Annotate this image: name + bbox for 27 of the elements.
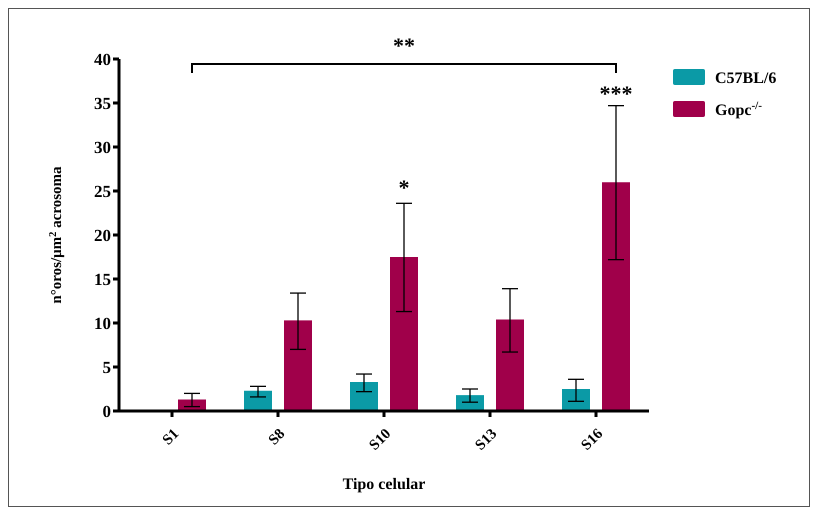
x-tick-label: S1 <box>160 426 182 448</box>
x-tick-label: S10 <box>366 426 394 454</box>
x-tick-label: S16 <box>578 426 607 454</box>
y-tick-label: 30 <box>94 138 111 158</box>
text: ** <box>393 33 415 58</box>
bar <box>390 257 418 411</box>
y-tick-label: 10 <box>94 314 111 334</box>
annotation: * <box>398 175 410 200</box>
bar <box>350 382 378 411</box>
y-tick-label: 0 <box>102 402 111 422</box>
y-tick-label: 25 <box>94 182 111 202</box>
y-tick-label: 15 <box>94 270 111 290</box>
x-axis-title: Tipo celular <box>342 476 426 493</box>
annotation: *** <box>600 81 632 106</box>
legend-label: Gopc$^{-/-}$ <box>715 100 762 119</box>
x-tick-label: S13 <box>472 426 500 454</box>
bar <box>602 182 630 411</box>
bar <box>496 319 524 411</box>
y-tick-label: 20 <box>94 226 111 246</box>
legend-label: C57BL/6 <box>715 70 776 87</box>
bar <box>562 389 590 411</box>
bar <box>244 390 272 411</box>
bar <box>284 320 312 411</box>
x-tick-label: S8 <box>266 426 288 448</box>
y-tick-label: 5 <box>102 358 111 378</box>
y-tick-label: 35 <box>94 94 111 114</box>
y-tick-label: 40 <box>94 50 111 70</box>
